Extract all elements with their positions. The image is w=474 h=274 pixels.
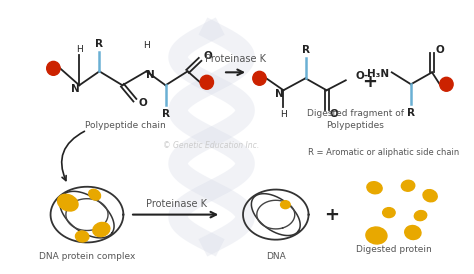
Text: Digested protein: Digested protein bbox=[356, 246, 431, 255]
Ellipse shape bbox=[281, 201, 290, 209]
Text: R: R bbox=[95, 39, 103, 50]
Text: O: O bbox=[330, 109, 338, 119]
Text: DNA: DNA bbox=[266, 252, 286, 261]
Text: N: N bbox=[146, 70, 155, 80]
Text: O-: O- bbox=[356, 71, 369, 81]
Text: +: + bbox=[324, 206, 339, 224]
Text: R: R bbox=[301, 45, 310, 55]
Text: H: H bbox=[76, 45, 82, 54]
Text: DNA protein complex: DNA protein complex bbox=[39, 252, 135, 261]
Ellipse shape bbox=[405, 226, 421, 239]
Ellipse shape bbox=[401, 180, 415, 191]
Circle shape bbox=[200, 75, 213, 89]
Text: R = Aromatic or aliphatic side chain: R = Aromatic or aliphatic side chain bbox=[309, 148, 460, 157]
Ellipse shape bbox=[75, 231, 89, 242]
Ellipse shape bbox=[367, 182, 382, 194]
Text: Digested fragment of
Polypeptides: Digested fragment of Polypeptides bbox=[307, 109, 404, 130]
Circle shape bbox=[47, 61, 60, 75]
Circle shape bbox=[440, 77, 453, 91]
Text: R: R bbox=[407, 108, 415, 118]
Ellipse shape bbox=[366, 227, 387, 244]
Ellipse shape bbox=[89, 189, 100, 200]
Text: R: R bbox=[162, 109, 170, 119]
Text: H: H bbox=[143, 41, 150, 50]
Text: +: + bbox=[362, 73, 377, 91]
Text: N: N bbox=[71, 84, 80, 94]
Text: Polypeptide chain: Polypeptide chain bbox=[85, 121, 166, 130]
Ellipse shape bbox=[414, 211, 427, 221]
Text: Proteinase K: Proteinase K bbox=[205, 54, 266, 64]
Ellipse shape bbox=[383, 208, 395, 218]
Text: N: N bbox=[275, 89, 284, 99]
Ellipse shape bbox=[57, 194, 78, 211]
Ellipse shape bbox=[93, 222, 110, 237]
Circle shape bbox=[253, 71, 266, 85]
Text: H: H bbox=[280, 110, 287, 119]
Ellipse shape bbox=[423, 190, 437, 202]
Text: © Genetic Education Inc.: © Genetic Education Inc. bbox=[164, 141, 260, 150]
Text: H₃N: H₃N bbox=[367, 69, 390, 79]
Text: Proteinase K: Proteinase K bbox=[146, 199, 207, 209]
Text: O: O bbox=[138, 98, 147, 108]
Text: O: O bbox=[203, 52, 212, 61]
Text: O: O bbox=[435, 45, 444, 55]
FancyArrowPatch shape bbox=[62, 131, 84, 181]
